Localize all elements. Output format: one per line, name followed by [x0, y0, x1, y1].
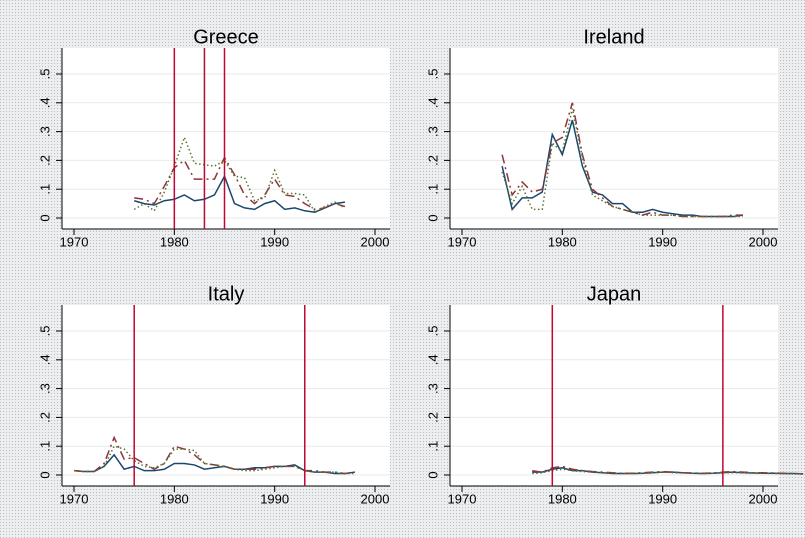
y-tick-label: .1 [425, 441, 440, 452]
plot-region [62, 305, 390, 486]
y-tick-label: .3 [37, 126, 52, 137]
y-tick-label: .4 [425, 97, 440, 108]
y-tick-label: .4 [425, 354, 440, 365]
x-tick-label: 2000 [749, 234, 778, 249]
x-tick-label: 1990 [260, 491, 289, 506]
y-tick-label: .2 [37, 155, 52, 166]
panel-title: Greece [193, 26, 259, 48]
x-tick-label: 1990 [648, 234, 677, 249]
x-tick-label: 1980 [160, 234, 189, 249]
panel-title: Italy [208, 283, 245, 305]
series-line [501, 108, 743, 218]
x-tick-label: 2000 [749, 491, 778, 506]
y-tick-label: .1 [425, 184, 440, 195]
y-tick-label: .2 [425, 412, 440, 423]
y-tick-label: .3 [425, 126, 440, 137]
x-tick-label: 1990 [260, 234, 289, 249]
y-tick-label: .1 [37, 184, 52, 195]
plot-region [62, 48, 390, 229]
x-tick-label: 2000 [361, 234, 390, 249]
series-line [73, 445, 355, 475]
x-tick-label: 1980 [160, 491, 189, 506]
y-tick-label: .3 [37, 383, 52, 394]
x-tick-label: 1990 [648, 491, 677, 506]
panel-title: Japan [587, 283, 642, 305]
plot-region [450, 48, 778, 229]
y-tick-label: .2 [425, 155, 440, 166]
y-tick-label: .5 [425, 326, 440, 337]
series-line [133, 174, 346, 214]
y-tick-label: .4 [37, 97, 52, 108]
x-tick-label: 1980 [548, 234, 577, 249]
y-tick-label: 0 [425, 471, 440, 478]
y-tick-label: .5 [37, 69, 52, 80]
y-tick-label: .1 [37, 441, 52, 452]
y-tick-label: .5 [37, 326, 52, 337]
y-tick-label: 0 [37, 214, 52, 221]
series-line [532, 465, 804, 475]
x-tick-label: 1970 [60, 234, 89, 249]
y-tick-label: .4 [37, 354, 52, 365]
x-tick-label: 2000 [361, 491, 390, 506]
series-line [134, 155, 346, 211]
y-tick-label: 0 [37, 471, 52, 478]
panel-title: Ireland [583, 26, 644, 48]
y-tick-label: .3 [425, 383, 440, 394]
x-tick-label: 1970 [60, 491, 89, 506]
series-line [532, 468, 804, 475]
x-tick-label: 1970 [448, 234, 477, 249]
y-tick-label: .5 [425, 69, 440, 80]
y-tick-label: .2 [37, 412, 52, 423]
x-tick-label: 1970 [448, 491, 477, 506]
y-tick-label: 0 [425, 214, 440, 221]
x-tick-label: 1980 [548, 491, 577, 506]
plot-region [450, 305, 778, 486]
